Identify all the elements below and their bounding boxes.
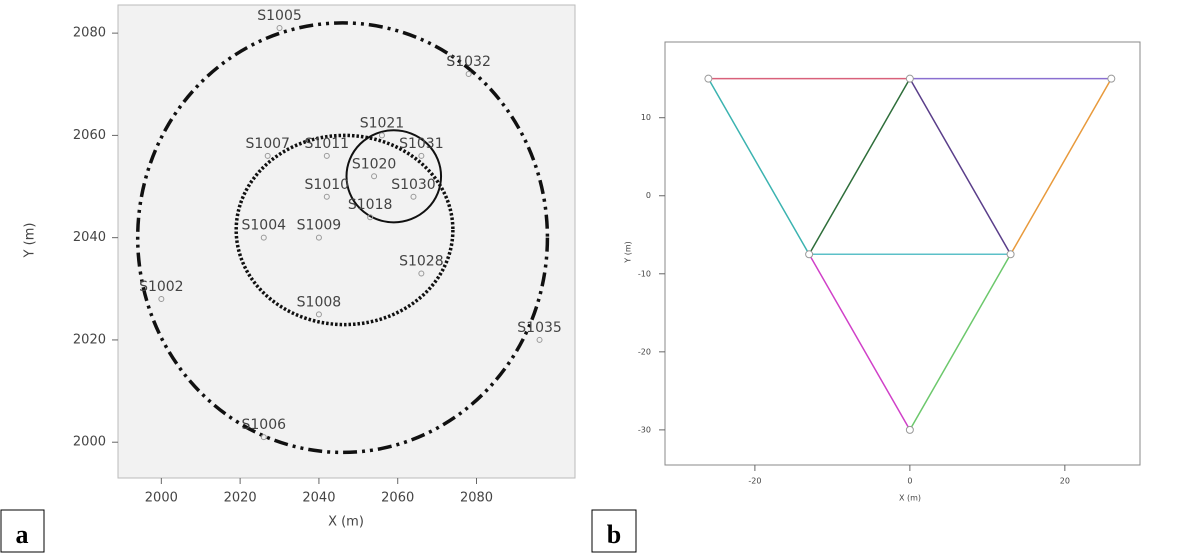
y-tick-label: 2080 <box>73 26 106 41</box>
station-label: S1002 <box>139 279 184 295</box>
plot-area-a <box>117 4 576 479</box>
x-axis-label: X (m) <box>328 515 364 530</box>
station-label: S1018 <box>348 197 393 213</box>
station-point <box>158 296 165 303</box>
station-point <box>260 234 267 241</box>
station-label: S1031 <box>399 136 444 152</box>
station-point <box>260 434 267 441</box>
node <box>805 250 814 259</box>
station-label: S1035 <box>517 320 562 336</box>
edge <box>808 253 911 431</box>
node <box>905 74 914 83</box>
station-label: S1008 <box>297 294 342 310</box>
station-label: S1007 <box>245 136 290 152</box>
x-tick-label: 2060 <box>381 491 414 506</box>
range-ellipse <box>345 129 443 224</box>
x-tick-label: 0 <box>907 477 912 486</box>
station-point <box>323 152 330 159</box>
panel-box-a <box>0 509 45 553</box>
x-tick-label: 2040 <box>302 491 335 506</box>
y-axis-label: Y (m) <box>624 241 633 263</box>
station-point <box>323 193 330 200</box>
station-point <box>264 152 271 159</box>
x-tick-label: -20 <box>748 477 761 486</box>
panel-box-b <box>591 509 637 553</box>
node <box>1107 74 1116 83</box>
station-point <box>367 214 374 221</box>
y-tick-label: -20 <box>638 347 651 356</box>
node <box>704 74 713 83</box>
station-point <box>371 173 378 180</box>
y-tick-label: -30 <box>638 425 651 434</box>
edge <box>909 253 1012 431</box>
y-tick-label: 2060 <box>73 128 106 143</box>
y-tick-label: 2000 <box>73 435 106 450</box>
x-tick-label: 2080 <box>460 491 493 506</box>
node <box>1006 250 1015 259</box>
station-label: S1020 <box>352 156 397 172</box>
station-label: S1009 <box>297 218 342 234</box>
edge <box>909 78 1012 255</box>
edge <box>1009 78 1112 255</box>
panel-label: b <box>607 520 621 549</box>
range-ellipse <box>234 133 455 327</box>
y-tick-label: 2040 <box>73 230 106 245</box>
station-point <box>465 71 472 78</box>
plot-area-b <box>664 41 1141 466</box>
station-point <box>315 234 322 241</box>
station-label: S1010 <box>305 177 350 193</box>
x-axis-label: X (m) <box>899 494 921 503</box>
station-point <box>418 270 425 277</box>
station-label: S1032 <box>446 54 491 70</box>
station-label: S1004 <box>242 218 287 234</box>
y-tick-label: 0 <box>646 191 651 200</box>
y-tick-label: -10 <box>638 269 651 278</box>
station-label: S1030 <box>391 177 436 193</box>
station-label: S1028 <box>399 253 444 269</box>
station-point <box>536 336 543 343</box>
x-tick-label: 2000 <box>145 491 178 506</box>
x-tick-label: 20 <box>1060 477 1070 486</box>
y-tick-label: 10 <box>641 113 651 122</box>
station-point <box>315 311 322 318</box>
station-point <box>276 25 283 32</box>
edge <box>707 78 810 255</box>
station-point <box>378 132 385 139</box>
panel-label: a <box>16 520 29 549</box>
station-label: S1005 <box>257 8 302 24</box>
station-label: S1011 <box>305 136 350 152</box>
edge <box>808 78 911 255</box>
range-ellipse <box>135 21 550 455</box>
node <box>905 425 914 434</box>
station-point <box>410 193 417 200</box>
station-point <box>418 152 425 159</box>
y-axis-label: Y (m) <box>23 223 38 259</box>
station-label: S1006 <box>242 417 287 433</box>
station-label: S1021 <box>360 115 405 131</box>
x-tick-label: 2020 <box>224 491 257 506</box>
y-tick-label: 2020 <box>73 332 106 347</box>
